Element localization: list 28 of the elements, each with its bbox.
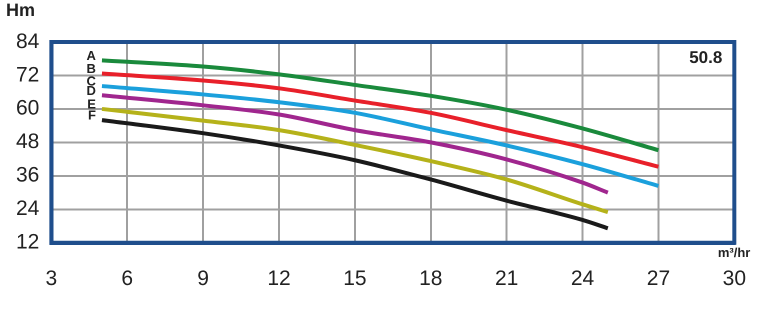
line-series xyxy=(100,118,610,230)
line-series xyxy=(100,106,610,214)
series-label: A xyxy=(86,48,97,63)
x-tick-label: 27 xyxy=(646,267,670,290)
series-label: B xyxy=(86,61,96,76)
annotation: 50.8 xyxy=(689,48,722,68)
x-tick-label: 24 xyxy=(570,267,595,290)
y-axis-title: Hm xyxy=(6,0,36,20)
y-tick-label: 72 xyxy=(16,63,40,86)
y-tick-label: 12 xyxy=(16,230,40,254)
line-series xyxy=(100,58,660,152)
x-axis-title: m³/hr xyxy=(718,244,750,260)
x-tick-label: 15 xyxy=(343,267,367,290)
y-tick-label: 36 xyxy=(16,164,40,187)
line-series xyxy=(100,93,610,195)
y-tick-label: 24 xyxy=(16,197,40,220)
x-tick-label: 18 xyxy=(419,267,442,290)
y-tick-label: 84 xyxy=(16,30,40,53)
line-series xyxy=(100,72,660,169)
line-series xyxy=(100,84,660,188)
x-tick-label: 6 xyxy=(121,267,134,290)
y-tick-label: 60 xyxy=(16,96,40,120)
y-tick-label: 48 xyxy=(16,130,40,154)
x-tick-label: 30 xyxy=(722,267,746,290)
x-tick-label: 9 xyxy=(197,267,209,290)
x-tick-label: 21 xyxy=(494,267,518,290)
x-tick-label: 12 xyxy=(267,267,291,290)
x-tick-label: 3 xyxy=(46,267,58,290)
